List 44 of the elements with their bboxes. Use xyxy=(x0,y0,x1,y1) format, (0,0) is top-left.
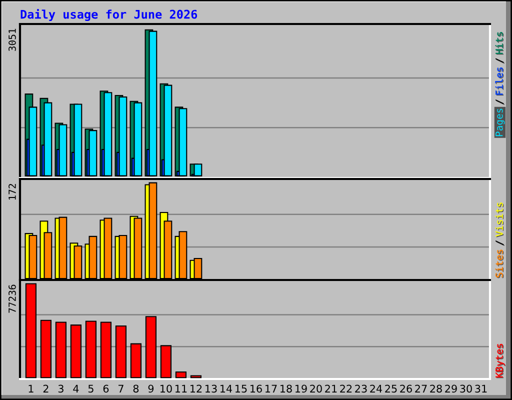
x-tick-label: 20 xyxy=(310,384,322,393)
x-tick-label: 19 xyxy=(295,384,307,393)
x-tick-label: 18 xyxy=(280,384,292,393)
x-tick-label: 13 xyxy=(205,384,217,393)
text: / xyxy=(496,58,504,64)
x-tick-label: 6 xyxy=(103,384,109,393)
x-tick-label: 16 xyxy=(250,384,262,393)
x-tick-label: 15 xyxy=(235,384,247,393)
text: KBytes xyxy=(496,344,506,378)
text: / xyxy=(496,100,504,105)
text: Hits xyxy=(495,32,504,55)
x-tick-label: 30 xyxy=(460,384,472,393)
x-tick-label: 10 xyxy=(160,384,172,393)
text: Files xyxy=(495,67,504,96)
x-tick-label: 28 xyxy=(430,384,442,393)
x-tick-label: 11 xyxy=(175,384,187,392)
text: 172 xyxy=(8,184,16,200)
x-tick-label: 21 xyxy=(325,384,337,392)
text: 77236 xyxy=(8,284,16,313)
x-tick-label: 4 xyxy=(73,384,79,392)
text: Visits xyxy=(495,202,504,238)
x-tick-label: 17 xyxy=(265,384,277,392)
x-tick-label: 14 xyxy=(220,384,232,392)
x-tick-label: 25 xyxy=(385,384,397,393)
x-tick-label: 8 xyxy=(133,384,139,393)
x-tick-label: 2 xyxy=(43,384,48,392)
x-tick-label: 9 xyxy=(148,384,154,393)
x-tick-label: 31 xyxy=(475,384,487,393)
x-tick-label: 29 xyxy=(445,384,457,393)
x-tick-label: 24 xyxy=(370,384,382,392)
x-tick-label: 12 xyxy=(190,384,202,392)
text: 3051 xyxy=(8,28,16,51)
x-tick-label: 7 xyxy=(118,384,124,392)
x-tick-label: 5 xyxy=(88,384,94,393)
x-tick-label: 26 xyxy=(400,384,412,393)
x-tick-label: 23 xyxy=(355,384,367,393)
text: Sites xyxy=(495,250,504,278)
chart-title: Daily usage for June 2026 xyxy=(20,8,198,22)
text: / xyxy=(496,240,504,246)
x-tick-label: 1 xyxy=(28,384,34,392)
x-tick-label: 22 xyxy=(340,384,352,392)
x-tick-label: 27 xyxy=(415,384,427,392)
text: Pages xyxy=(496,108,505,136)
x-tick-label: 3 xyxy=(58,384,64,393)
